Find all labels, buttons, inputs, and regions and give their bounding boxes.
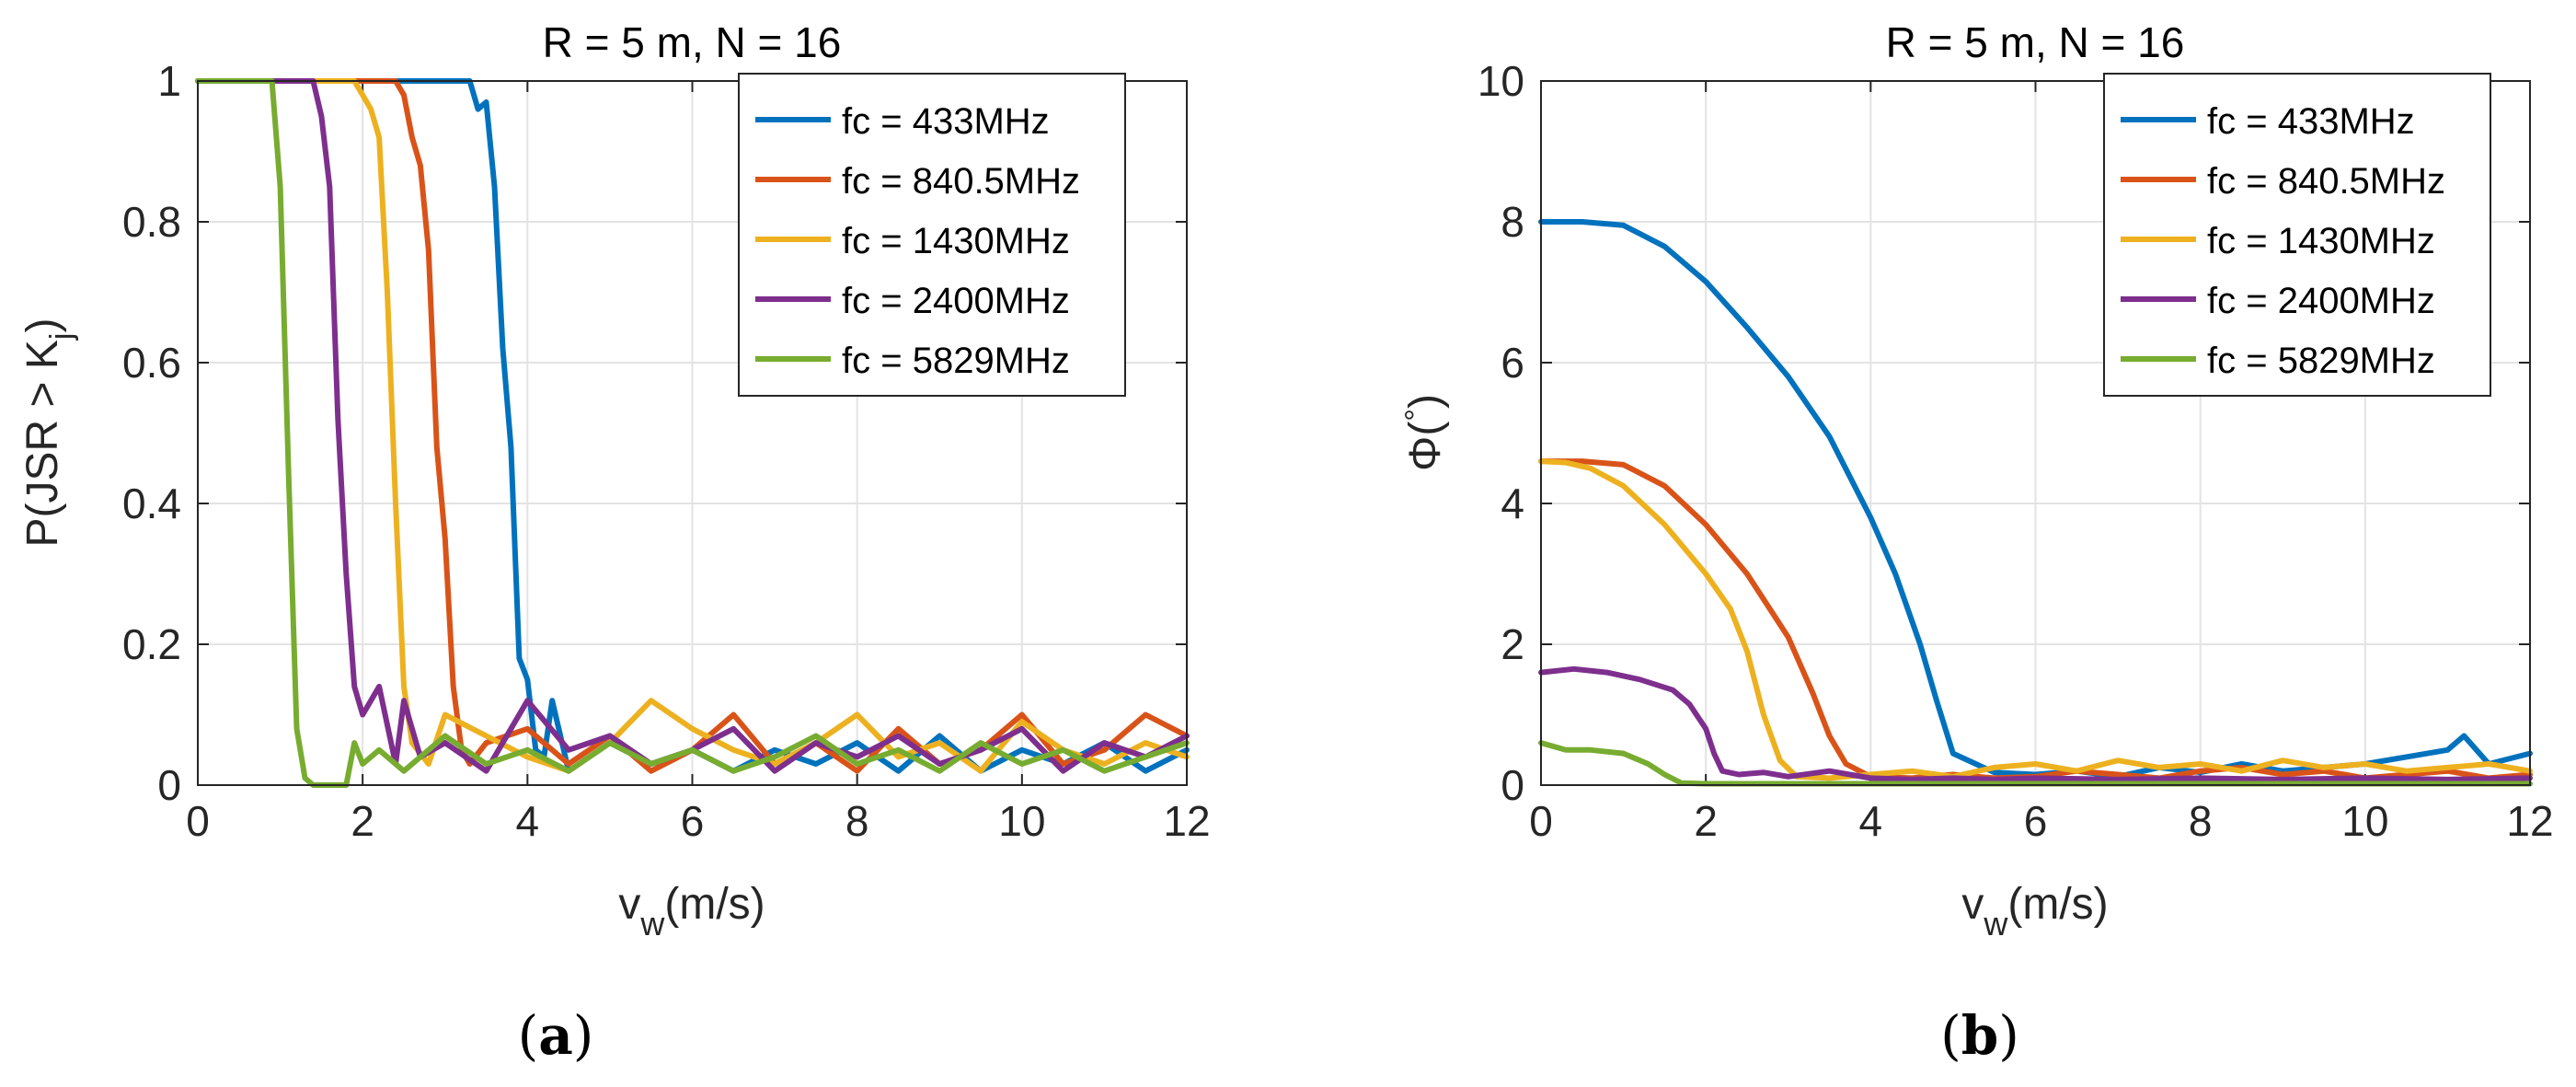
y-tick-label: 10: [1478, 57, 1524, 105]
x-tick-label: 8: [2189, 797, 2213, 845]
x-tick-label: 2: [1694, 797, 1718, 845]
y-tick-label: 0.8: [122, 198, 181, 246]
xtick-labels-b: 0 2 4 6 8 10 12: [1529, 797, 2553, 845]
legend-box-a: [738, 73, 1126, 397]
legend-label-2: fc = 840.5MHz: [842, 161, 1080, 202]
x-tick-label: 10: [2341, 797, 2388, 845]
chart-panel-b: 0 2 4 6 8 10 12 0 2 4 6 8 10 R = 5 m, N = 16 vw(m/s…: [1399, 18, 2554, 1067]
y-tick-label: 0.2: [122, 620, 181, 668]
x-tick-label: 6: [681, 797, 705, 845]
y-tick-label: 4: [1501, 480, 1524, 527]
x-tick-label: 12: [2506, 797, 2553, 845]
y-tick-label: 2: [1501, 620, 1524, 668]
y-tick-label: 0: [157, 761, 181, 809]
x-tick-label: 0: [1529, 797, 1553, 845]
legend-label-2: fc = 840.5MHz: [2207, 161, 2445, 202]
y-tick-label: 0: [1501, 761, 1524, 809]
series-line-4: [195, 78, 1190, 774]
series-line-1: [1538, 219, 2533, 780]
panel-caption-a: (a): [518, 1004, 594, 1067]
x-axis-label-a: vw(m/s): [618, 880, 765, 942]
series-line-4: [1538, 665, 2533, 782]
x-tick-label: 4: [516, 797, 540, 845]
ytick-labels-b: 0 2 4 6 8 10: [1478, 57, 1524, 809]
legend-label-1: fc = 433MHz: [2207, 101, 2415, 142]
x-tick-label: 12: [1163, 797, 1210, 845]
y-tick-label: 6: [1501, 339, 1524, 387]
legend-label-4: fc = 2400MHz: [2207, 281, 2435, 321]
legend-box-b: [2103, 73, 2491, 397]
x-tick-label: 0: [186, 797, 210, 845]
legend-label-3: fc = 1430MHz: [842, 221, 1070, 261]
legend-b: fc = 433MHz fc = 840.5MHz fc = 1430MHz fc =…: [2103, 73, 2491, 397]
y-axis-label-b: Φ(°): [1399, 394, 1450, 471]
xtick-labels-a: 0 2 4 6 8 10 12: [186, 797, 1210, 845]
x-tick-label: 10: [998, 797, 1045, 845]
axes-box-b: [1540, 80, 2531, 786]
y-tick-label: 8: [1501, 198, 1524, 246]
panel-caption-b: (b): [1940, 1004, 2019, 1067]
y-tick-label: 0.4: [122, 480, 181, 527]
legend-label-3: fc = 1430MHz: [2207, 221, 2435, 261]
x-tick-label: 2: [351, 797, 374, 845]
ytick-labels-a: 0 0.2 0.4 0.6 0.8 1: [122, 57, 181, 809]
legend-label-4: fc = 2400MHz: [842, 281, 1070, 321]
y-tick-label: 1: [157, 57, 181, 105]
chart-title-a: R = 5 m, N = 16: [543, 18, 842, 66]
series-b: [1538, 219, 2533, 787]
x-tick-label: 4: [1859, 797, 1883, 845]
series-line-5: [195, 78, 1190, 788]
legend-label-1: fc = 433MHz: [842, 101, 1050, 142]
x-tick-label: 6: [2024, 797, 2048, 845]
legend-label-5: fc = 5829MHz: [2207, 341, 2435, 381]
axes-box-a: [197, 80, 1188, 786]
legend-a: fc = 433MHz fc = 840.5MHz fc = 1430MHz fc =…: [738, 73, 1126, 397]
series-line-5: [1538, 740, 2533, 787]
chart-title-b: R = 5 m, N = 16: [1886, 18, 2185, 66]
x-tick-label: 8: [845, 797, 869, 845]
legend-label-5: fc = 5829MHz: [842, 341, 1070, 381]
x-axis-label-b: vw(m/s): [1961, 880, 2108, 942]
chart-panel-a: 0 2 4 6 8 10 12 0 0.2 0.4 0.6 0.8 1 R = 5 m, N = 16…: [18, 18, 1211, 1067]
y-tick-label: 0.6: [122, 339, 181, 387]
y-axis-label-a: P(JSR > Kj): [18, 318, 79, 548]
series-a: [195, 78, 1190, 788]
